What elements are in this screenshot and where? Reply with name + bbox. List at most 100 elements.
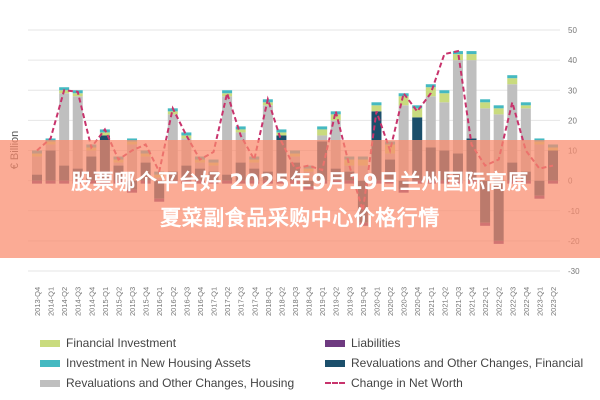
bar-investment-in-new-housing-assets-2015-Q3 — [127, 138, 138, 142]
y-tick-label: 50 — [568, 26, 577, 35]
color-swatch-icon — [325, 339, 345, 347]
x-tick-label: 2016-Q1 — [155, 287, 164, 316]
bar-financial-investment-2020-Q1 — [371, 105, 382, 112]
x-tick-label: 2018-Q2 — [277, 287, 286, 316]
x-tick-label: 2017-Q1 — [210, 287, 219, 316]
x-tick-label: 2014-Q4 — [87, 287, 96, 316]
bar-revaluations-and-other-changes-housing-2021-Q4 — [466, 60, 477, 139]
bar-revaluations-and-other-changes-housing-2014-Q2 — [59, 93, 70, 166]
bar-investment-in-new-housing-assets-2022-Q1 — [480, 99, 491, 103]
x-tick-label: 2016-Q3 — [182, 287, 191, 316]
bar-revaluations-and-other-changes-housing-2021-Q3 — [452, 60, 463, 154]
x-tick-label: 2015-Q3 — [128, 287, 137, 316]
x-tick-label: 2022-Q3 — [508, 287, 517, 316]
bar-financial-investment-2022-Q1 — [480, 102, 491, 109]
bar-financial-investment-2019-Q2 — [330, 114, 341, 121]
bar-revaluations-and-other-changes-housing-2014-Q3 — [72, 96, 83, 169]
x-tick-label: 2015-Q4 — [142, 287, 151, 316]
legend-item: Change in Net Worth — [325, 375, 463, 391]
legend-item: Financial Investment — [40, 335, 176, 351]
legend-label: Revaluations and Other Changes, Financia… — [351, 356, 584, 370]
x-tick-label: 2020-Q1 — [372, 287, 381, 316]
legend-label: Revaluations and Other Changes, Housing — [66, 376, 295, 390]
dashed-line-swatch-icon — [325, 382, 345, 384]
x-tick-label: 2022-Q2 — [495, 287, 504, 316]
bar-revaluations-and-other-changes-housing-2022-Q4 — [520, 108, 531, 172]
legend-item: Investment in New Housing Assets — [40, 355, 251, 371]
x-tick-label: 2018-Q4 — [305, 287, 314, 316]
x-tick-label: 2019-Q3 — [345, 287, 354, 316]
legend-label: Investment in New Housing Assets — [66, 356, 251, 370]
bar-financial-investment-2022-Q2 — [493, 108, 504, 115]
legend-label: Change in Net Worth — [351, 376, 463, 390]
bar-financial-investment-2021-Q1 — [425, 87, 436, 97]
bar-investment-in-new-housing-assets-2021-Q4 — [466, 51, 477, 55]
bar-revaluations-and-other-changes-housing-2021-Q2 — [439, 102, 450, 151]
bar-investment-in-new-housing-assets-2018-Q2 — [276, 129, 287, 133]
bar-investment-in-new-housing-assets-2021-Q3 — [452, 51, 463, 55]
x-tick-label: 2019-Q4 — [359, 287, 368, 316]
bar-investment-in-new-housing-assets-2021-Q1 — [425, 84, 436, 88]
overlay-title-line-1: 股票哪个平台好 2025年9月19日兰州国际高原 — [71, 170, 529, 194]
x-tick-label: 2020-Q2 — [386, 287, 395, 316]
x-tick-label: 2019-Q1 — [318, 287, 327, 316]
bar-financial-investment-2017-Q3 — [235, 129, 246, 133]
x-tick-label: 2018-Q3 — [291, 287, 300, 316]
bar-investment-in-new-housing-assets-2014-Q2 — [59, 87, 70, 91]
x-tick-label: 2014-Q1 — [47, 287, 56, 316]
x-tick-label: 2020-Q3 — [400, 287, 409, 316]
overlay-banner: 股票哪个平台好 2025年9月19日兰州国际高原 夏菜副食品采购中心价格行情 — [0, 140, 600, 258]
x-tick-label: 2013-Q4 — [33, 287, 42, 316]
bar-financial-investment-2020-Q4 — [412, 108, 423, 118]
x-tick-label: 2019-Q2 — [332, 287, 341, 316]
bar-financial-investment-2018-Q2 — [276, 132, 287, 136]
x-tick-label: 2014-Q3 — [74, 287, 83, 316]
bar-revaluations-and-other-changes-housing-2021-Q1 — [425, 96, 436, 148]
legend-label: Liabilities — [351, 336, 401, 350]
x-axis: 2013-Q4 2014-Q1 2014-Q2 2014-Q3 2014-Q4 2015-… — [33, 287, 558, 316]
x-tick-label: 2015-Q2 — [114, 287, 123, 316]
x-tick-label: 2021-Q2 — [440, 287, 449, 316]
x-tick-label: 2021-Q3 — [454, 287, 463, 316]
legend-item: Liabilities — [325, 335, 400, 351]
x-tick-label: 2022-Q1 — [481, 287, 490, 316]
bar-investment-in-new-housing-assets-2019-Q1 — [317, 126, 328, 130]
x-tick-label: 2023-Q1 — [535, 287, 544, 316]
x-tick-label: 2016-Q2 — [169, 287, 178, 316]
bar-financial-investment-2021-Q2 — [439, 93, 450, 103]
color-swatch-icon — [40, 359, 60, 367]
bar-revaluations-and-other-changes-housing-2022-Q3 — [507, 84, 518, 163]
color-swatch-icon — [40, 339, 60, 347]
bar-investment-in-new-housing-assets-2022-Q2 — [493, 105, 504, 109]
bar-revaluations-and-other-changes-housing-2017-Q2 — [222, 96, 233, 175]
y-tick-label: 30 — [568, 86, 577, 95]
bar-investment-in-new-housing-assets-2022-Q4 — [520, 102, 531, 106]
color-swatch-icon — [325, 359, 345, 367]
x-tick-label: 2023-Q2 — [549, 287, 558, 316]
x-tick-label: 2017-Q2 — [223, 287, 232, 316]
x-tick-label: 2018-Q1 — [264, 287, 273, 316]
y-tick-label: 20 — [568, 116, 577, 125]
bar-financial-investment-2015-Q1 — [99, 132, 110, 136]
legend-label: Financial Investment — [66, 336, 177, 350]
y-tick-label: -30 — [568, 267, 580, 276]
legend: Financial Investment Liabilities Investmen… — [0, 333, 600, 400]
x-tick-label: 2022-Q4 — [522, 287, 531, 316]
bar-investment-in-new-housing-assets-2016-Q3 — [181, 132, 192, 136]
x-tick-label: 2021-Q4 — [468, 287, 477, 316]
x-tick-label: 2021-Q1 — [427, 287, 436, 316]
bar-revaluations-and-other-changes-housing-2018-Q1 — [262, 105, 273, 172]
bar-investment-in-new-housing-assets-2020-Q4 — [412, 105, 423, 109]
bar-financial-investment-2020-Q3 — [398, 96, 409, 106]
bar-investment-in-new-housing-assets-2020-Q1 — [371, 102, 382, 106]
x-tick-label: 2017-Q4 — [250, 287, 259, 316]
bar-financial-investment-2019-Q1 — [317, 129, 328, 136]
bar-investment-in-new-housing-assets-2021-Q2 — [439, 90, 450, 94]
bar-investment-in-new-housing-assets-2017-Q3 — [235, 126, 246, 130]
x-tick-label: 2016-Q4 — [196, 287, 205, 316]
x-tick-label: 2017-Q3 — [237, 287, 246, 316]
x-tick-label: 2020-Q4 — [413, 287, 422, 316]
bar-financial-investment-2021-Q4 — [466, 54, 477, 61]
legend-item: Revaluations and Other Changes, Financia… — [325, 355, 583, 371]
bar-financial-investment-2022-Q3 — [507, 78, 518, 85]
